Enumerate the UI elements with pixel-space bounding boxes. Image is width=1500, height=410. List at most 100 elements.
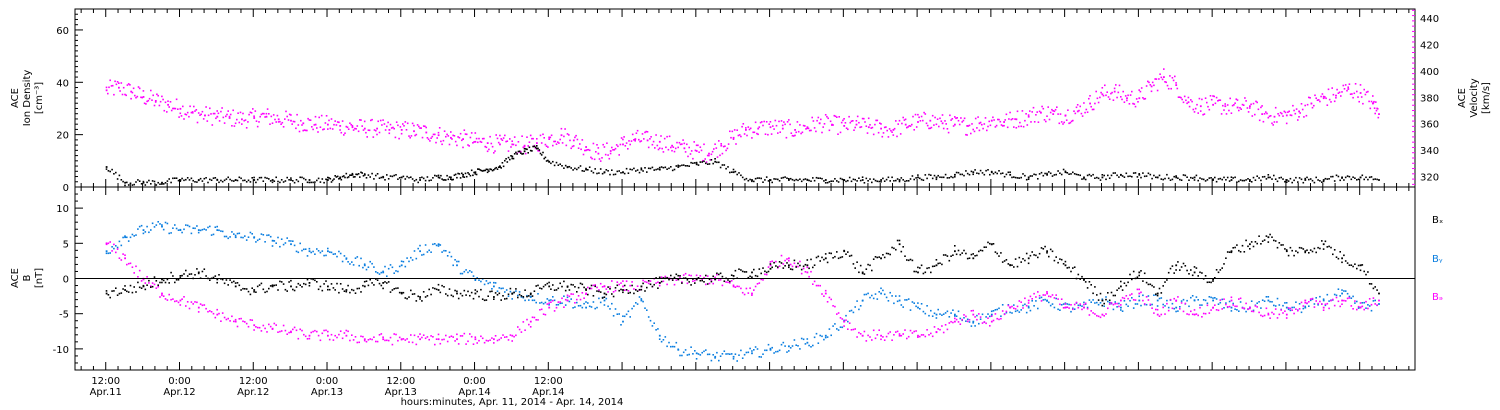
data-point <box>166 299 169 301</box>
data-point <box>537 319 539 321</box>
data-point <box>590 284 593 287</box>
data-point <box>502 295 504 297</box>
data-point <box>563 135 565 138</box>
data-point <box>1096 97 1099 100</box>
data-point <box>510 146 512 148</box>
data-point <box>446 133 448 136</box>
data-point <box>1108 98 1111 100</box>
data-point <box>1019 121 1021 124</box>
data-point <box>400 292 403 295</box>
data-point <box>1190 296 1192 299</box>
data-point <box>1121 296 1124 299</box>
data-point <box>1064 171 1067 174</box>
data-point <box>1308 301 1310 303</box>
data-point <box>118 82 120 84</box>
data-point <box>1252 102 1255 105</box>
x-tick-time: 0:00 <box>463 376 485 387</box>
data-point <box>233 180 235 182</box>
data-point <box>306 338 309 340</box>
data-point <box>1000 317 1002 320</box>
data-point <box>363 285 366 288</box>
data-point <box>264 241 266 243</box>
data-point <box>1280 176 1282 179</box>
data-point <box>189 105 191 108</box>
data-point <box>380 284 383 287</box>
data-point <box>723 350 726 352</box>
data-point <box>108 86 110 89</box>
data-point <box>627 172 630 174</box>
data-point <box>127 262 130 265</box>
data-point <box>651 143 654 146</box>
data-point <box>349 291 351 294</box>
data-point <box>937 262 939 265</box>
data-point <box>216 229 219 231</box>
data-point <box>745 351 748 354</box>
data-point <box>429 140 431 142</box>
data-point <box>290 331 292 334</box>
data-point <box>706 163 709 165</box>
data-point <box>1193 299 1196 302</box>
data-point <box>965 170 967 172</box>
data-point <box>848 310 851 312</box>
data-point <box>919 308 921 310</box>
data-point <box>416 124 419 126</box>
data-point <box>972 128 974 131</box>
data-point <box>1215 298 1218 300</box>
data-point <box>1306 249 1308 251</box>
data-point <box>886 129 888 132</box>
data-point <box>732 171 735 174</box>
data-point <box>566 285 569 288</box>
data-point <box>923 111 925 114</box>
data-point <box>124 289 126 291</box>
data-point <box>1142 294 1144 297</box>
data-point <box>1127 281 1129 284</box>
data-point <box>450 131 452 133</box>
data-point <box>638 288 641 291</box>
data-point <box>935 259 938 261</box>
data-point <box>670 166 672 168</box>
data-point <box>161 95 163 98</box>
data-point <box>524 289 526 291</box>
data-point <box>190 301 193 303</box>
data-point <box>254 110 257 112</box>
data-point <box>1230 176 1233 178</box>
data-point <box>286 237 288 239</box>
data-point <box>363 264 366 267</box>
data-point <box>1281 112 1283 115</box>
data-point <box>367 129 370 131</box>
data-point <box>915 270 917 273</box>
data-point <box>142 232 145 235</box>
data-point <box>841 326 844 329</box>
data-point <box>998 118 1000 121</box>
data-point <box>585 301 587 303</box>
data-point <box>1156 305 1159 307</box>
data-point <box>473 171 475 174</box>
data-point <box>1016 177 1019 179</box>
data-point <box>775 350 777 353</box>
data-point <box>411 293 414 295</box>
data-point <box>1110 291 1113 294</box>
data-point <box>596 306 598 309</box>
data-point <box>935 313 938 316</box>
data-point <box>839 131 842 134</box>
data-point <box>928 314 930 317</box>
data-point <box>478 339 480 342</box>
data-point <box>172 227 174 229</box>
data-point <box>1182 262 1185 265</box>
data-point <box>933 326 936 328</box>
density-series <box>105 145 1380 187</box>
density-axis-label-3: [cm⁻³] <box>34 82 45 114</box>
data-point <box>730 136 732 139</box>
data-point <box>174 281 176 284</box>
data-point <box>1335 256 1338 258</box>
data-point <box>1191 313 1194 316</box>
data-point <box>1359 302 1362 304</box>
data-point <box>129 262 132 265</box>
data-point <box>607 286 609 288</box>
data-point <box>164 298 167 300</box>
data-point <box>828 129 831 132</box>
data-point <box>880 127 882 130</box>
data-point <box>1225 302 1227 304</box>
data-point <box>985 316 987 318</box>
data-point <box>333 178 335 180</box>
